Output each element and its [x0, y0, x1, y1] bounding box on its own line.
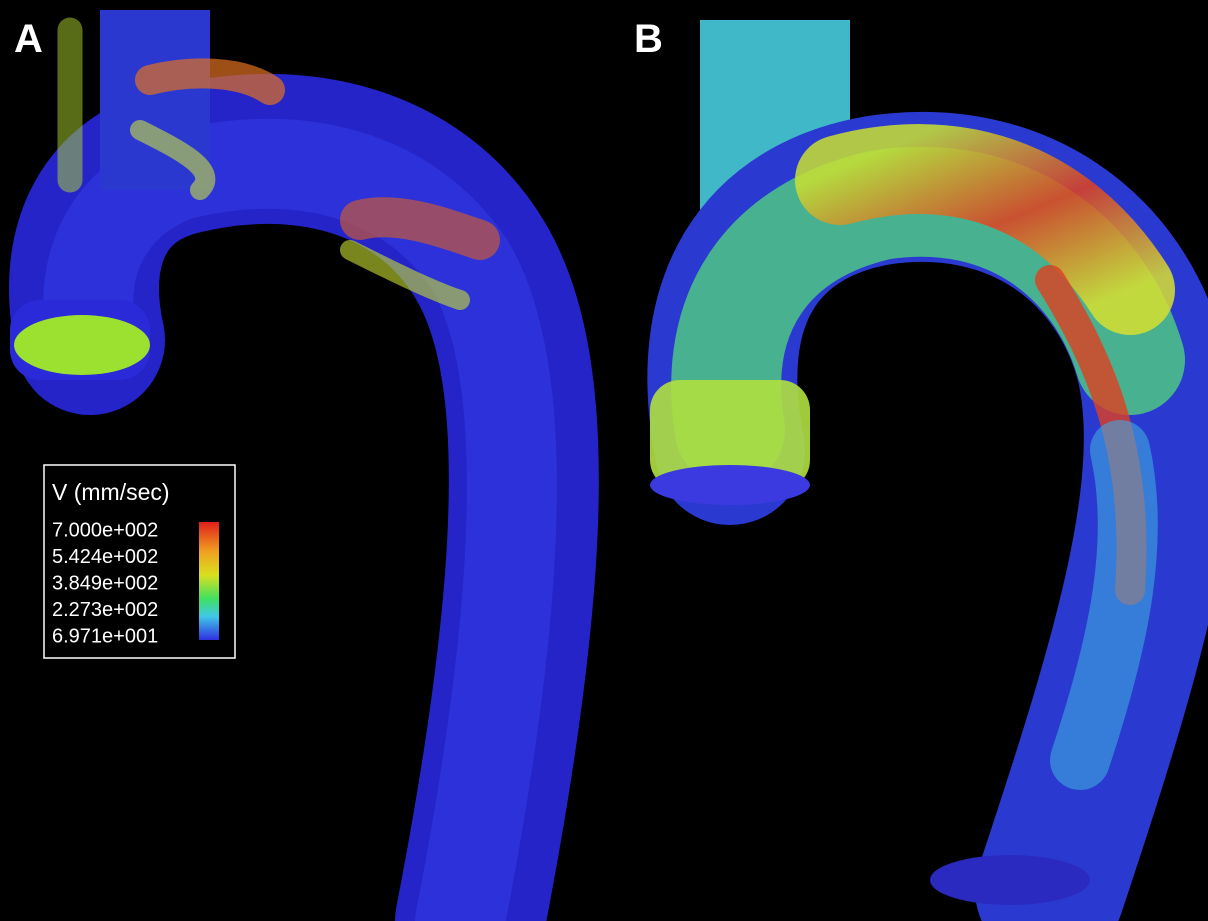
- colorbar: [199, 522, 219, 640]
- figure: A B V (mm/sec) 7.000e+002 5.424e+002 3.849…: [0, 0, 1208, 921]
- legend-labels: 7.000e+002 5.424e+002 3.849e+002 2.273e+002…: [52, 519, 158, 647]
- panel-label: A: [14, 17, 43, 61]
- legend-label: 6.971e+001: [52, 625, 158, 647]
- legend-title: V (mm/sec): [52, 479, 170, 505]
- legend-label: 3.849e+002: [52, 572, 158, 594]
- legend: V (mm/sec) 7.000e+002 5.424e+002 3.849e+00…: [44, 465, 235, 658]
- legend-label: 5.424e+002: [52, 546, 158, 568]
- legend-label: 2.273e+002: [52, 599, 158, 621]
- panel-label: B: [634, 17, 663, 61]
- legend-label: 7.000e+002: [52, 519, 158, 541]
